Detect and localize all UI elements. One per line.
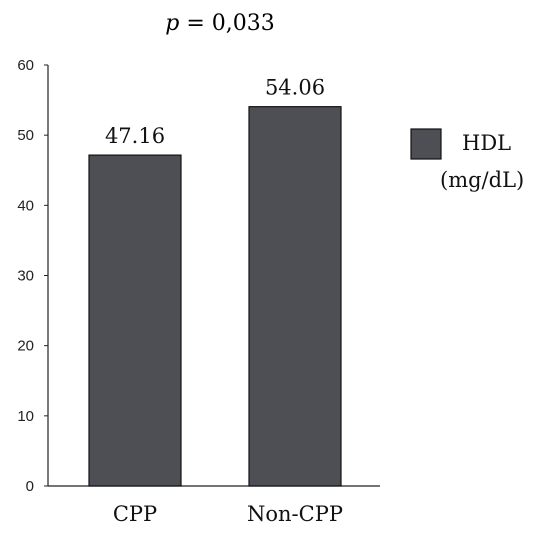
legend-label-line1: HDL bbox=[462, 131, 511, 155]
plot-area: 0 10 20 30 40 50 60 47.16 CPP 54.06 Non-CPP bbox=[17, 57, 380, 526]
data-label: 47.16 bbox=[105, 124, 165, 148]
y-tick-label: 60 bbox=[17, 57, 34, 74]
y-tick-label: 40 bbox=[17, 197, 34, 214]
legend-swatch bbox=[410, 128, 442, 160]
chart-title: p = 0,033 bbox=[165, 11, 275, 36]
bar-cpp bbox=[88, 154, 182, 487]
y-tick-label: 50 bbox=[17, 127, 34, 144]
data-label: 54.06 bbox=[265, 76, 325, 100]
x-category-label: CPP bbox=[113, 502, 157, 526]
legend-label-line2: (mg/dL) bbox=[440, 168, 524, 192]
chart-title-value: = 0,033 bbox=[179, 11, 274, 36]
y-tick-label: 10 bbox=[17, 408, 34, 425]
x-category-label: Non-CPP bbox=[247, 502, 343, 526]
y-tick-label: 0 bbox=[26, 478, 34, 495]
y-tick-label: 30 bbox=[17, 268, 34, 285]
legend: HDL (mg/dL) bbox=[410, 128, 524, 192]
y-tick-label: 20 bbox=[17, 338, 34, 355]
bar-non-cpp bbox=[248, 106, 342, 487]
chart-title-p: p bbox=[165, 11, 179, 36]
